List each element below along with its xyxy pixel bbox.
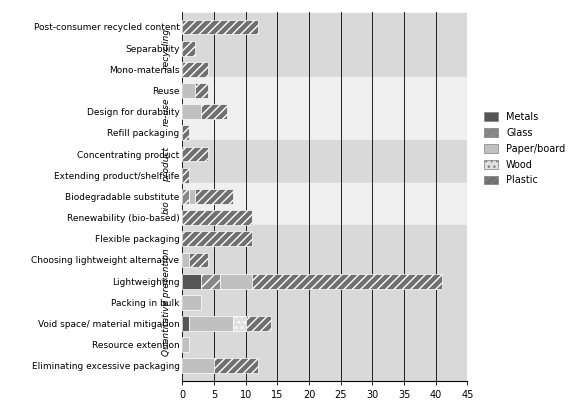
Bar	[182, 337, 189, 352]
Bar	[182, 225, 467, 379]
Legend: Metals, Glass, Paper/board, Wood, Plastic: Metals, Glass, Paper/board, Wood, Plasti…	[481, 109, 568, 188]
Bar	[246, 316, 271, 331]
Text: re-use: re-use	[162, 98, 171, 126]
Bar	[182, 168, 189, 183]
Bar	[182, 83, 195, 98]
Bar	[195, 189, 233, 204]
Bar	[195, 83, 207, 98]
Text: Quantitative prevention: Quantitative prevention	[162, 248, 171, 356]
Bar	[182, 183, 467, 231]
Bar	[182, 104, 201, 119]
Text: product: product	[162, 147, 171, 182]
Bar	[233, 316, 246, 331]
Bar	[201, 104, 227, 119]
Bar	[182, 295, 201, 310]
Bar	[182, 358, 214, 373]
Text: bio: bio	[162, 200, 171, 214]
Bar	[182, 77, 467, 147]
Bar	[189, 189, 195, 204]
Bar	[182, 13, 467, 83]
Text: recycling: recycling	[162, 28, 171, 69]
Bar	[221, 274, 252, 288]
Bar	[182, 147, 207, 162]
Bar	[182, 189, 189, 204]
Bar	[182, 253, 189, 267]
Bar	[189, 253, 207, 267]
Bar	[182, 210, 252, 225]
Bar	[182, 140, 467, 189]
Bar	[182, 316, 189, 331]
Bar	[189, 316, 233, 331]
Bar	[252, 274, 442, 288]
Bar	[182, 41, 195, 55]
Bar	[182, 62, 207, 77]
Bar	[182, 19, 258, 34]
Bar	[182, 231, 252, 246]
Bar	[214, 358, 258, 373]
Bar	[201, 274, 221, 288]
Bar	[182, 274, 201, 288]
Bar	[182, 126, 189, 140]
